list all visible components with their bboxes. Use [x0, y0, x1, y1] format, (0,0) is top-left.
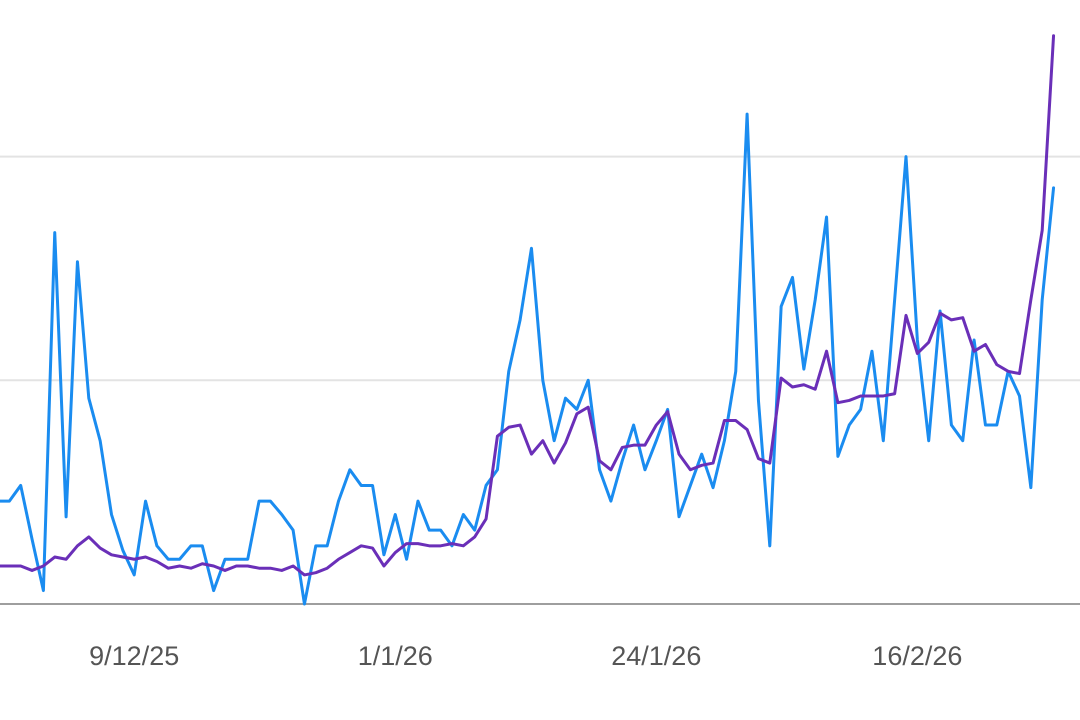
x-tick-label: 9/12/25 [89, 641, 179, 671]
series-line [0, 34, 1056, 577]
x-tick-label: 1/1/26 [358, 641, 433, 671]
x-tick-label: 16/2/26 [872, 641, 962, 671]
series-line [0, 112, 1056, 606]
x-tick-label: 24/1/26 [611, 641, 701, 671]
